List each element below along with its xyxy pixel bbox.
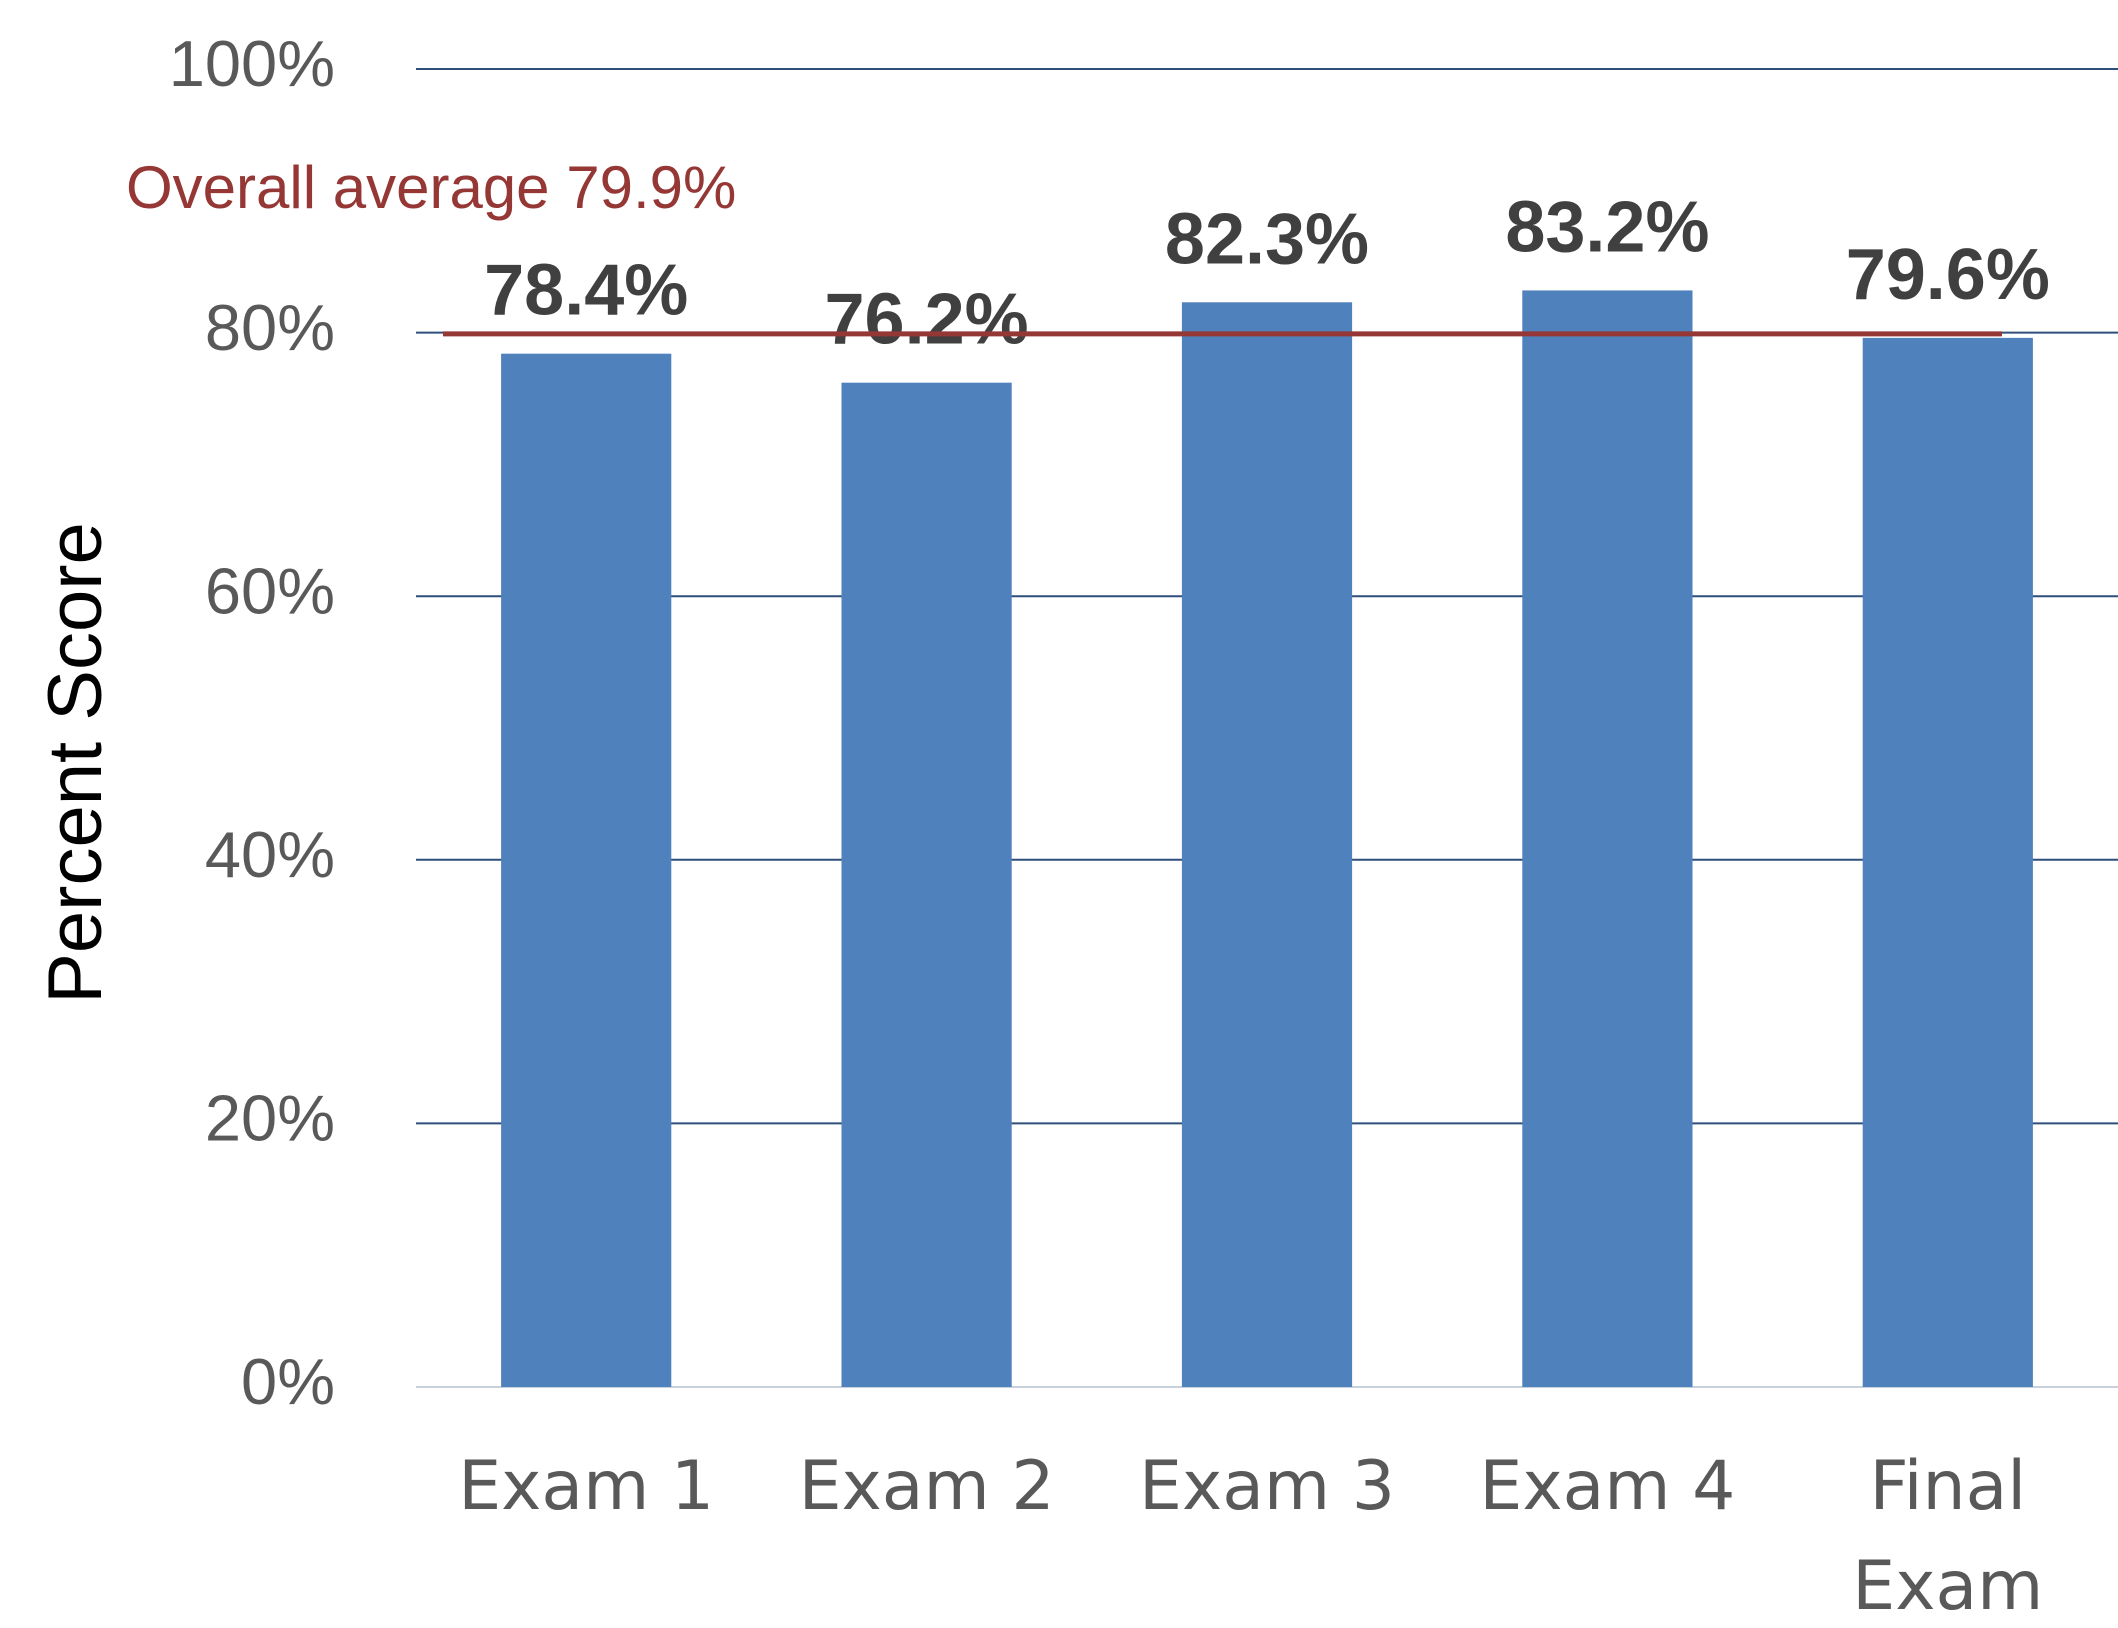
data-label: 82.3% [1165,199,1369,279]
bar [501,353,672,1387]
x-tick-label: Exam 4 [1479,1447,1736,1526]
bar [1862,337,2033,1387]
data-label: 76.2% [825,280,1029,360]
y-tick-label: 60% [205,554,335,627]
bar [841,382,1012,1388]
x-tick-label: Exam 1 [458,1447,715,1526]
y-tick-label: 40% [205,818,335,891]
x-tick-label: Exam 3 [1139,1447,1395,1526]
bar [1181,302,1353,1387]
data-label: 83.2% [1505,187,1709,267]
y-tick-label: 20% [205,1082,335,1155]
y-tick-label: 80% [205,291,335,364]
bar [1522,290,1693,1387]
y-axis-label: Percent Score [33,522,118,1004]
y-tick-label: 100% [169,27,335,100]
y-tick-label: 0% [241,1345,335,1418]
x-tick-label: Final Exam [1852,1447,2044,1626]
data-label: 79.6% [1846,235,2050,315]
data-label: 78.4% [484,251,688,331]
reference-label: Overall average 79.9% [126,154,736,221]
x-tick-label: Exam 2 [798,1447,1055,1526]
